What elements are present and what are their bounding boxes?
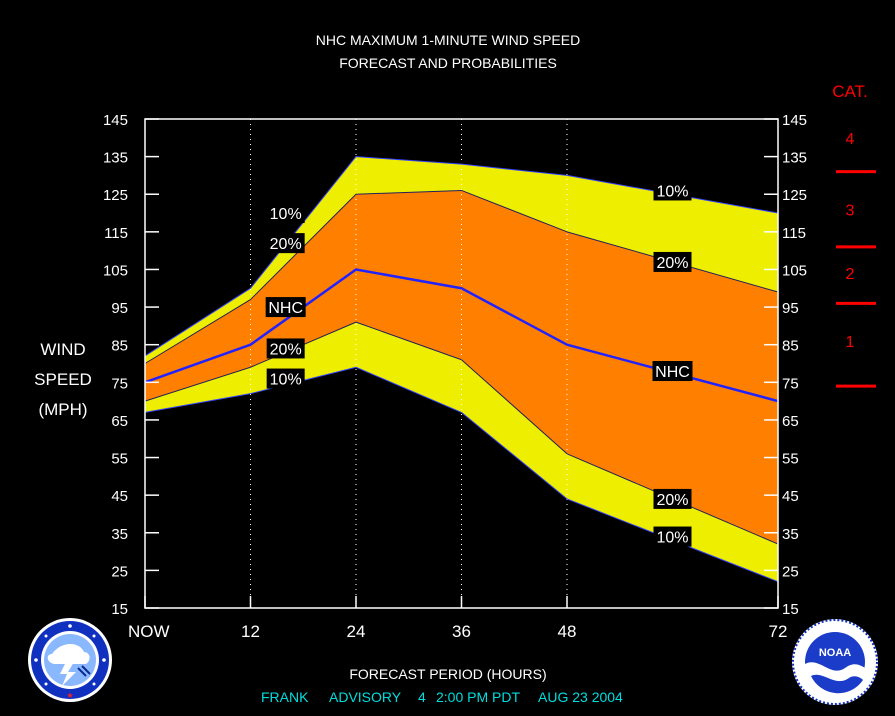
y-tick-label-right: 65 [782,413,799,430]
band-label-text: NHC [268,300,303,317]
band-label-bg [266,203,305,224]
y-axis-label-line-3: (MPH) [38,400,87,419]
chart-subtitle: FORECAST AND PROBABILITIES [339,55,557,71]
y-tick-label-left: 125 [103,187,128,204]
band-20-percent [145,190,778,545]
chart-title: NHC MAXIMUM 1-MINUTE WIND SPEED [316,32,580,48]
y-tick-label-left: 35 [111,526,128,543]
x-tick-label: 12 [241,622,260,641]
series-line-upper-20 [144,189,779,364]
band-label-bg [652,361,693,382]
category-label: 4 [846,131,855,148]
series-line-lower-20 [144,321,779,545]
footer-date: AUG 23 2004 [538,689,623,705]
series-lines [144,156,779,583]
band-label: 10% [266,203,305,224]
category-label: 3 [846,202,855,219]
y-axis-label-line-2: SPEED [34,370,92,389]
y-tick-label-right: 85 [782,338,799,355]
band-label: 20% [653,488,692,509]
band-label: NHC [265,297,306,318]
category-scale: 4 3 2 1 [836,131,876,388]
band-labels: 10% 20% NHC 20% 10% 10% 20% NHC 20% 10% [265,180,693,547]
band-label-text: 10% [270,206,302,223]
band-label: 10% [653,180,692,201]
svg-text:★: ★ [66,691,73,700]
y-tick-label-right: 15 [782,601,799,618]
y-tick-label-left: 55 [111,451,128,468]
series-line-lower-10 [144,366,779,583]
y-tick-label-left: 65 [111,413,128,430]
y-tick-label-right: 115 [782,225,806,242]
band-label-bg [266,338,305,359]
band-label-bg [266,368,305,389]
y-tick-label-right: 135 [782,150,807,167]
category-label: 1 [846,334,855,351]
band-label: 20% [266,233,305,254]
axis-ticks: 15 15 25 25 35 35 45 45 55 55 65 65 75 75 85 85 95 95 105 1… [103,112,807,641]
x-tick-label: 24 [347,622,366,641]
y-tick-label-left: 135 [103,150,128,167]
y-tick-label-left: 105 [103,262,128,279]
category-header: CAT. [832,82,868,101]
footer-advisory-number: 4 [418,689,426,705]
x-tick-label: NOW [128,622,170,641]
x-tick-label: 36 [452,622,471,641]
band-label-text: 10% [656,183,688,200]
band-label: 20% [266,338,305,359]
y-tick-label-right: 45 [782,488,799,505]
footer-storm: FRANK [261,689,309,705]
band-label-text: 10% [656,530,688,547]
band-label: 10% [653,526,692,547]
y-tick-label-left: 85 [111,338,128,355]
y-tick-label-left: 145 [103,112,128,129]
y-tick-label-right: 35 [782,526,799,543]
band-label-bg [266,233,305,254]
x-tick-label: 72 [769,622,788,641]
nws-logo-icon: ★ [28,618,112,702]
footer-line: FRANK ADVISORY 4 2:00 PM PDT AUG 23 2004 [261,689,623,705]
band-label-text: NHC [655,364,690,381]
y-tick-label-left: 45 [111,488,128,505]
band-label-bg [653,251,692,272]
band-label-bg [653,180,692,201]
y-tick-label-right: 105 [782,262,807,279]
category-label: 2 [846,266,855,283]
x-axis-label: FORECAST PERIOD (HOURS) [349,666,546,682]
y-tick-label-left: 25 [111,563,128,580]
band-label-bg [653,488,692,509]
band-label-text: 20% [270,341,302,358]
band-label-bg [265,297,306,318]
band-label: NHC [652,361,693,382]
band-label-text: 20% [270,236,302,253]
band-label: 20% [653,251,692,272]
series-line-nhc [144,268,779,403]
y-tick-label-left: 115 [104,225,128,242]
footer-advisory: ADVISORY [329,689,402,705]
band-label-bg [653,526,692,547]
band-label: 10% [266,368,305,389]
y-tick-label-left: 15 [111,601,128,618]
y-tick-label-right: 125 [782,187,807,204]
y-tick-label-left: 75 [111,375,128,392]
y-tick-label-right: 145 [782,112,807,129]
y-tick-label-left: 95 [111,300,128,317]
y-tick-label-right: 55 [782,451,799,468]
y-axis-label-line-1: WIND [40,340,85,359]
y-tick-label-right: 95 [782,300,799,317]
y-tick-label-right: 75 [782,375,799,392]
svg-text:NOAA: NOAA [819,647,851,659]
x-tick-label: 48 [558,622,577,641]
band-label-text: 20% [656,255,688,272]
noaa-logo-icon: NOAA [792,619,878,705]
band-label-text: 10% [270,372,302,389]
footer-time: 2:00 PM PDT [436,689,520,705]
y-tick-label-right: 25 [782,563,799,580]
series-line-upper-10 [144,156,779,357]
band-label-text: 20% [656,492,688,509]
